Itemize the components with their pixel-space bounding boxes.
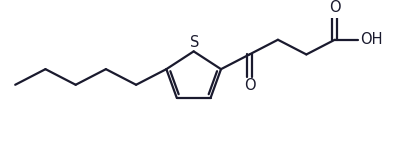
Text: OH: OH <box>360 32 382 47</box>
Text: O: O <box>243 78 255 93</box>
Text: S: S <box>190 35 199 50</box>
Text: O: O <box>329 0 341 15</box>
